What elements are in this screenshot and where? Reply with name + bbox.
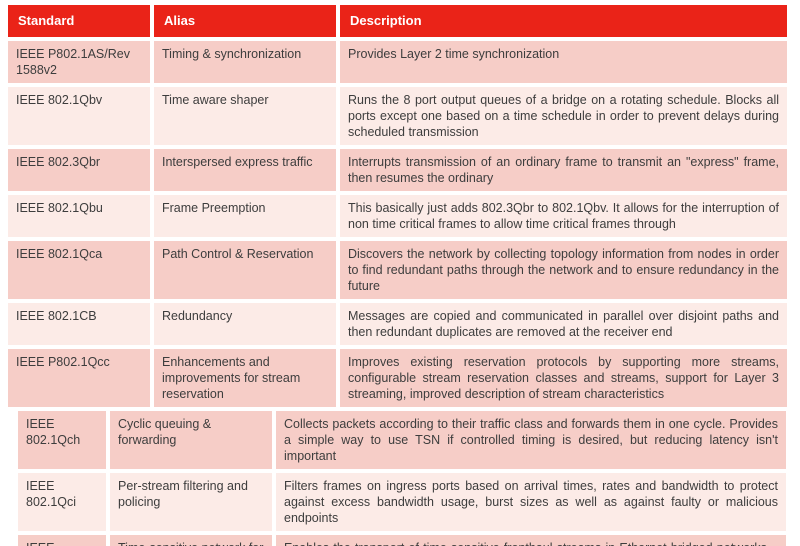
description-cell: Enables the transport of time sensitive … [276, 535, 786, 546]
standard-cell: IEEE 802.1Qbv [8, 87, 150, 145]
alias-cell: Enhancements and improvements for stream… [154, 349, 336, 407]
table-row: IEEE 802.3Qbr Interspersed express traff… [8, 149, 787, 191]
standard-cell: IEEE P802.1Qcc [8, 349, 150, 407]
alias-cell: Redundancy [154, 303, 336, 345]
description-cell: Provides Layer 2 time synchronization [340, 41, 787, 83]
table-row: IEEE 802.1Qbv Time aware shaper Runs the… [8, 87, 787, 145]
table-row: IEEE 802.1CB Redundancy Messages are cop… [8, 303, 787, 345]
table-row: IEEE P802.1Qcc Enhancements and improvem… [8, 349, 787, 407]
standards-table-lower: IEEE 802.1Qch Cyclic queuing & forwardin… [14, 407, 790, 546]
column-header-alias: Alias [154, 5, 336, 37]
standard-cell: IEEE 802.1CB [8, 303, 150, 345]
alias-cell: Per-stream filtering and policing [110, 473, 272, 531]
standard-cell: IEEE 802.1CM [18, 535, 106, 546]
table-row: IEEE P802.1AS/Rev 1588v2 Timing & synchr… [8, 41, 787, 83]
table-row: IEEE 802.1Qci Per-stream filtering and p… [18, 473, 786, 531]
column-header-description: Description [340, 5, 787, 37]
standard-cell: IEEE 802.1Qci [18, 473, 106, 531]
alias-cell: Timing & synchronization [154, 41, 336, 83]
alias-cell: Path Control & Reservation [154, 241, 336, 299]
alias-cell: Interspersed express traffic [154, 149, 336, 191]
description-cell: This basically just adds 802.3Qbr to 802… [340, 195, 787, 237]
alias-cell: Time-sensitive network for fronthaul [110, 535, 272, 546]
standard-cell: IEEE 802.1Qch [18, 411, 106, 469]
table-row: IEEE 802.1Qbu Frame Preemption This basi… [8, 195, 787, 237]
description-cell: Runs the 8 port output queues of a bridg… [340, 87, 787, 145]
alias-cell: Time aware shaper [154, 87, 336, 145]
standards-table-upper: Standard Alias Description IEEE P802.1AS… [4, 1, 791, 411]
description-cell: Interrupts transmission of an ordinary f… [340, 149, 787, 191]
description-cell: Discovers the network by collecting topo… [340, 241, 787, 299]
description-cell: Filters frames on ingress ports based on… [276, 473, 786, 531]
alias-cell: Frame Preemption [154, 195, 336, 237]
header-row: Standard Alias Description [8, 5, 787, 37]
table-row: IEEE 802.1Qch Cyclic queuing & forwardin… [18, 411, 786, 469]
alias-cell: Cyclic queuing & forwarding [110, 411, 272, 469]
standard-cell: IEEE 802.1Qbu [8, 195, 150, 237]
standard-cell: IEEE 802.3Qbr [8, 149, 150, 191]
table-row: IEEE 802.1CM Time-sensitive network for … [18, 535, 786, 546]
column-header-standard: Standard [8, 5, 150, 37]
description-cell: Messages are copied and communicated in … [340, 303, 787, 345]
standard-cell: IEEE P802.1AS/Rev 1588v2 [8, 41, 150, 83]
standard-cell: IEEE 802.1Qca [8, 241, 150, 299]
description-cell: Improves existing reservation protocols … [340, 349, 787, 407]
description-cell: Collects packets according to their traf… [276, 411, 786, 469]
table-row: IEEE 802.1Qca Path Control & Reservation… [8, 241, 787, 299]
